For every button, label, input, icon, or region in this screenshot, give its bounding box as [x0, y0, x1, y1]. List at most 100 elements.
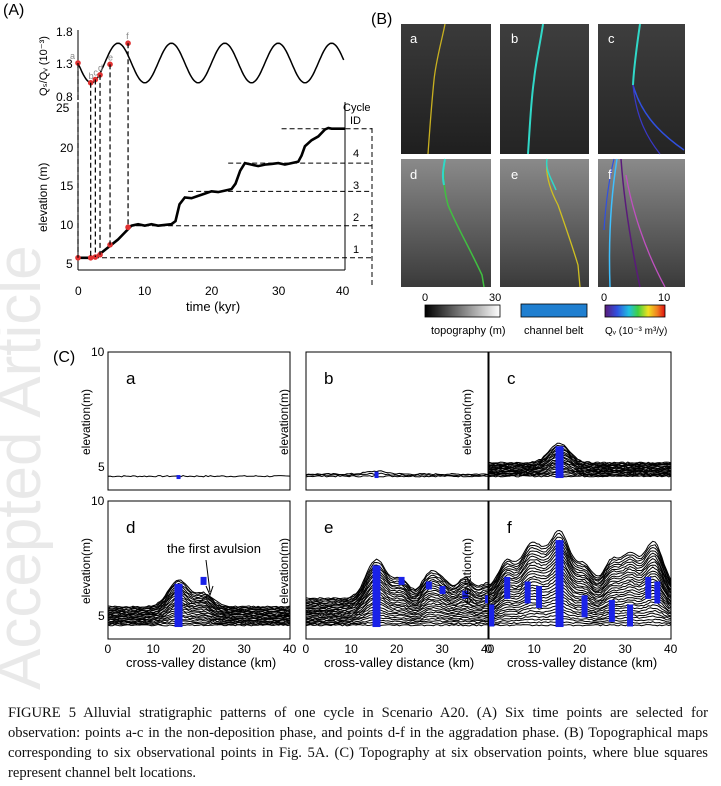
profile-line-f-5 — [489, 608, 671, 620]
channel-belt-a-0 — [176, 475, 181, 480]
profile-xtick-d-0: 0 — [105, 642, 112, 656]
profile-line-f-22 — [489, 552, 671, 596]
caption-lead: FIGURE 5 — [8, 705, 77, 721]
channel-belt-f-3 — [536, 586, 543, 609]
map-tile-b: b — [500, 23, 589, 155]
topography-min: 0 — [422, 292, 428, 304]
map-tile-a: a — [401, 23, 491, 155]
profile-line-f-27 — [489, 536, 671, 589]
panel-b-label: (B) — [371, 11, 392, 28]
channel-belt-f-1 — [504, 576, 511, 599]
profile-line-e-15 — [306, 584, 488, 611]
channel-belt-e-2 — [425, 581, 432, 590]
profile-ytick-10-d: 10 — [91, 494, 105, 508]
panel-a-label: (A) — [3, 2, 24, 19]
channel-belt-e-1 — [398, 576, 405, 585]
figure-caption: FIGURE 5 Alluvial stratigraphic patterns… — [8, 703, 708, 783]
channel-belt-f-2 — [524, 581, 531, 604]
channel-belt-f-8 — [645, 576, 652, 599]
first-avulsion-arrowhead — [205, 585, 214, 597]
profile-line-f-2 — [489, 618, 671, 624]
profile-line-f-7 — [489, 601, 671, 617]
profile-line-f-17 — [489, 569, 671, 602]
profile-line-d-10 — [108, 602, 290, 618]
profile-line-f-11 — [489, 588, 671, 611]
qw-min: 0 — [601, 292, 607, 304]
profile-line-c-18 — [489, 444, 671, 465]
elevation-point-b — [87, 254, 94, 261]
profile-xtick-f-40: 40 — [664, 642, 678, 656]
qs-qw-ytick-0-8: 0.8 — [56, 90, 73, 104]
elev-xtick-40: 40 — [336, 284, 350, 298]
profile-line-d-16 — [108, 589, 290, 613]
profile-line-e-6 — [306, 608, 488, 620]
channel-belt-b-0 — [374, 471, 379, 479]
map-tile-f: f — [598, 158, 685, 288]
profile-line-e-0 — [306, 624, 488, 627]
profile-subplot-label-a: a — [126, 369, 136, 388]
elev-ytick-25: 25 — [56, 101, 70, 115]
profile-line-d-14 — [108, 593, 290, 615]
profile-line-f-18 — [489, 565, 671, 601]
profile-line-f-21 — [489, 556, 671, 596]
accepted-article-watermark: Accepted Article — [0, 245, 54, 690]
qs-point-label-e: e — [108, 52, 113, 62]
profile-line-d-7 — [108, 608, 290, 621]
profile-line-f-6 — [489, 604, 671, 618]
profile-line-e-18 — [306, 577, 488, 607]
profile-line-a-0 — [108, 474, 290, 478]
qs-point-label-b: b — [89, 71, 94, 81]
profile-xtick-f-0: 0 — [486, 642, 493, 656]
panel-b: (B) a b c d e — [371, 11, 685, 337]
figure-5: (A) 1.8 1.3 0.8 Qₛ/Qᵥ (10⁻³) ab c def 25 2… — [3, 2, 685, 670]
profile-line-f-29 — [489, 529, 671, 586]
profile-subplot-label-d: d — [126, 518, 135, 537]
profile-line-c-7 — [489, 463, 671, 473]
profile-line-f-15 — [489, 575, 671, 605]
map-tile-e: e — [500, 158, 589, 288]
profile-xtick-e-10: 10 — [345, 642, 359, 656]
profile-lines-e — [306, 558, 488, 628]
profile-line-e-13 — [306, 590, 488, 613]
cycle-boundary-lines — [78, 128, 373, 285]
profile-line-c-19 — [489, 442, 671, 464]
profile-line-f-20 — [489, 559, 671, 599]
elev-ylabel: elevation (m) — [36, 163, 50, 232]
topography-legend: 0 30 topography (m) — [422, 292, 506, 337]
elev-ytick-5: 5 — [66, 257, 73, 271]
elev-xtick-10: 10 — [138, 284, 152, 298]
caption-text: Alluvial stratigraphic patterns of one c… — [8, 705, 708, 781]
avulsion-profile — [178, 594, 290, 617]
profile-xlabel-f: cross-valley distance (km) — [507, 655, 657, 670]
profile-line-e-4 — [306, 614, 488, 623]
profile-lines-d — [108, 576, 290, 628]
profile-line-f-26 — [489, 539, 671, 590]
profile-subplot-f: f 0 10 20 30 40 elevation(m) cross-valley dista… — [460, 500, 678, 670]
profile-lines-a — [108, 474, 290, 480]
qs-point-d — [97, 72, 103, 78]
elevation-curve — [78, 126, 345, 260]
topography-label: topography (m) — [431, 325, 506, 337]
profile-xlabel-e: cross-valley distance (km) — [324, 655, 474, 670]
profile-xtick-d-10: 10 — [147, 642, 161, 656]
profile-line-e-19 — [306, 573, 488, 606]
channel-belt-d-0 — [174, 583, 183, 628]
profile-ylabel-f: elevation(m) — [460, 538, 474, 604]
map-tile-d: d — [401, 158, 491, 288]
map-tile-c: c — [598, 23, 685, 155]
profile-line-f-23 — [489, 549, 671, 594]
profile-xtick-e-0: 0 — [303, 642, 310, 656]
qs-qw-ytick-1-3: 1.3 — [56, 57, 73, 71]
profile-line-f-10 — [489, 591, 671, 613]
profile-xtick-d-20: 20 — [192, 642, 206, 656]
channel-belt-e-4 — [462, 590, 469, 599]
channel-belt-f-7 — [627, 604, 634, 627]
profile-subplot-c: c elevation(m) — [460, 351, 672, 491]
profile-line-f-4 — [489, 611, 671, 621]
profile-subplot-a: a 10 5 elevation(m) — [79, 345, 291, 491]
elev-xtick-20: 20 — [205, 284, 219, 298]
qs-point-label-c: c — [93, 68, 98, 78]
profile-ytick-10-a: 10 — [91, 345, 105, 359]
qs-qw-ytick-1-8: 1.8 — [56, 25, 73, 39]
qw-legend: 0 10 Qᵥ (10⁻³ m³/y) — [601, 292, 670, 337]
